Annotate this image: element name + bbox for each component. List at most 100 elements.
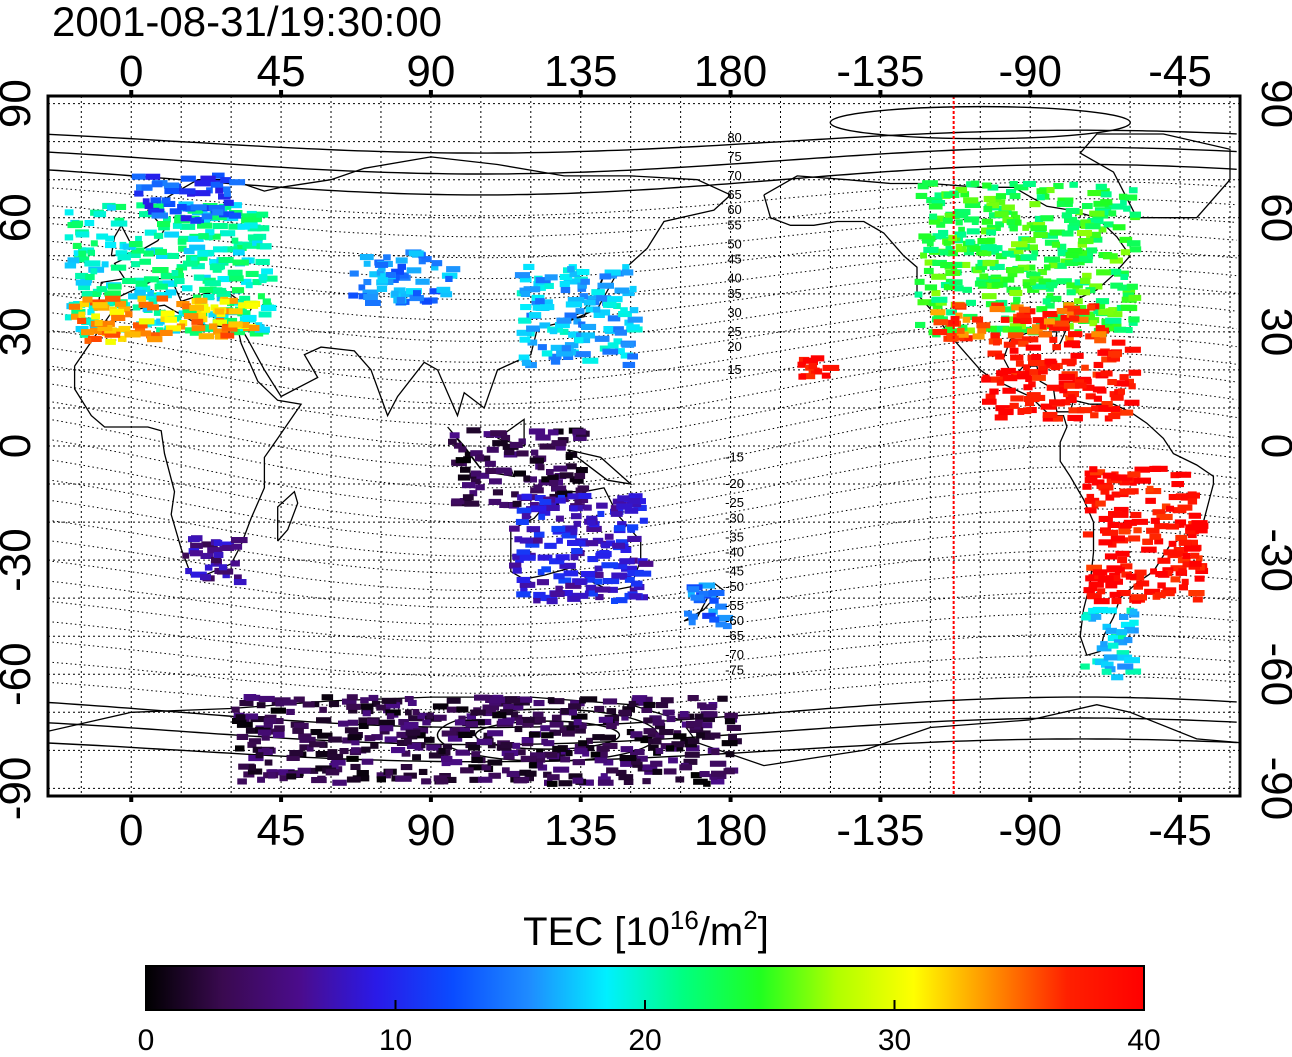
tec-cell xyxy=(462,494,474,501)
map-panel: 8075706560555045403530252015-15-20-25-30… xyxy=(46,90,1242,802)
contour-line xyxy=(48,146,1237,175)
tec-cell xyxy=(1178,568,1187,575)
tec-cell xyxy=(102,320,115,327)
tec-cell xyxy=(252,746,262,753)
contour-label: 35 xyxy=(727,286,741,301)
tec-cell xyxy=(384,702,401,709)
tec-cell xyxy=(293,696,305,703)
tec-cell xyxy=(245,282,253,289)
tec-cell xyxy=(189,244,206,251)
tec-cell xyxy=(111,314,126,321)
tec-cell xyxy=(1128,187,1138,194)
tec-cell xyxy=(994,414,1008,421)
tec-cell xyxy=(600,542,610,549)
tec-cell xyxy=(213,246,228,253)
tec-cell xyxy=(525,541,540,548)
tec-cell xyxy=(699,716,715,723)
tec-cell xyxy=(1056,278,1072,285)
tec-cell xyxy=(940,262,955,269)
tec-cell xyxy=(1002,375,1018,382)
tec-cell xyxy=(581,323,597,330)
tec-cell xyxy=(409,295,424,302)
tec-cell xyxy=(1154,538,1164,545)
tec-cell xyxy=(1134,569,1147,576)
tec-cell xyxy=(82,296,93,303)
left-lat-tick-label: -30 xyxy=(0,528,40,592)
tec-cell xyxy=(1157,582,1166,589)
tec-cell xyxy=(1009,323,1026,330)
colorbar-tick-label: 30 xyxy=(878,1024,911,1057)
tec-cell xyxy=(212,319,227,326)
tec-cell xyxy=(547,474,559,481)
tec-cell xyxy=(256,211,269,218)
top-tick-mark xyxy=(878,90,883,96)
tec-cell xyxy=(1124,657,1140,664)
tec-cell xyxy=(544,282,554,289)
tec-cell xyxy=(512,553,521,560)
tec-cell xyxy=(695,717,703,724)
tec-cell xyxy=(585,584,597,591)
tec-cell xyxy=(237,310,251,317)
tec-cell xyxy=(446,697,461,704)
tec-cell xyxy=(969,245,982,252)
tec-cell xyxy=(182,552,190,559)
tec-cell xyxy=(436,778,449,785)
tec-cell xyxy=(370,742,379,749)
tec-cell xyxy=(363,260,371,267)
tec-cell xyxy=(235,714,247,721)
tec-cell xyxy=(188,536,200,543)
tec-cell xyxy=(652,768,663,775)
tec-cell xyxy=(404,722,419,729)
tec-cell xyxy=(1014,219,1022,226)
tec-cell xyxy=(1077,241,1087,248)
tec-cell xyxy=(1010,338,1025,345)
tec-cell xyxy=(385,769,393,776)
tec-cell xyxy=(537,554,553,561)
tec-cell xyxy=(193,274,205,281)
tec-cell xyxy=(212,287,227,294)
tec-cell xyxy=(164,231,180,238)
tec-cell xyxy=(709,616,720,623)
tec-cell xyxy=(1091,502,1099,509)
tec-cell xyxy=(1084,477,1098,484)
tec-cell xyxy=(977,328,987,335)
tec-cell xyxy=(676,745,684,752)
tec-cell xyxy=(645,696,653,703)
tec-cell xyxy=(1065,207,1080,214)
tec-cell xyxy=(1056,308,1068,315)
tec-cell xyxy=(385,709,401,716)
tec-cell xyxy=(652,719,665,726)
tec-cell xyxy=(197,222,213,229)
tec-cell xyxy=(241,322,250,329)
bottom-lon-tick-label: 90 xyxy=(406,806,455,855)
tec-cell xyxy=(212,209,224,216)
tec-cell xyxy=(492,440,508,447)
tec-cell xyxy=(428,752,444,759)
tec-cell xyxy=(1057,243,1067,250)
tec-cell xyxy=(438,748,446,755)
tec-cell xyxy=(1059,373,1075,380)
tec-cell xyxy=(600,734,616,741)
tec-cell xyxy=(214,308,225,315)
tec-cell xyxy=(218,257,234,264)
left-lat-tick-label: 30 xyxy=(0,307,40,356)
tec-cell xyxy=(924,284,938,291)
tec-cell xyxy=(346,694,358,701)
tec-cell xyxy=(596,745,610,752)
tec-cell xyxy=(982,398,997,405)
tec-cell xyxy=(585,576,596,583)
tec-cell xyxy=(154,283,168,290)
tec-cell xyxy=(233,579,247,586)
tec-cell xyxy=(724,712,738,719)
tec-cell xyxy=(309,767,319,774)
tec-cell xyxy=(671,741,685,748)
tec-cell xyxy=(1081,203,1093,210)
tec-cell xyxy=(125,311,133,318)
tec-cell xyxy=(1145,497,1156,504)
tec-cell xyxy=(451,498,465,505)
tec-cell xyxy=(526,526,541,533)
tec-cell xyxy=(1111,598,1122,605)
top-tick-mark xyxy=(428,90,433,96)
top-tick-mark xyxy=(1028,90,1033,96)
contour-label: 80 xyxy=(727,130,741,145)
